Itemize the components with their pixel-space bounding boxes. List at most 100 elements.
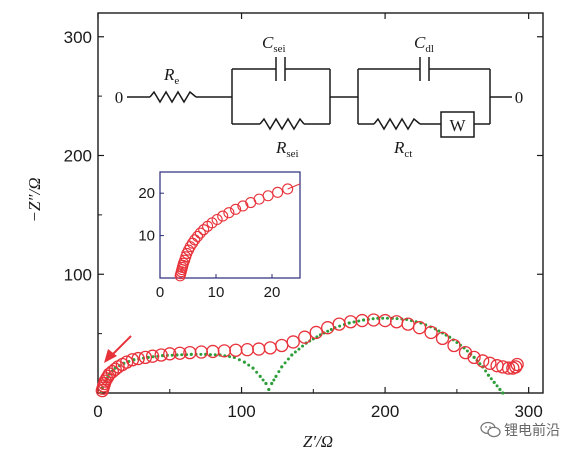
green-dot <box>286 357 290 361</box>
y-tick-label: 200 <box>64 147 92 166</box>
green-dot <box>208 353 212 357</box>
inset-red-point <box>237 200 249 212</box>
inset-red-point <box>189 234 201 246</box>
red-point <box>412 321 427 335</box>
y-tick-label: 300 <box>64 28 92 47</box>
rct-resistor <box>373 117 421 131</box>
green-dot <box>293 350 297 354</box>
red-point <box>424 325 438 340</box>
green-point <box>189 352 193 357</box>
x-tick-label: 300 <box>514 402 542 421</box>
green-dot <box>297 347 301 351</box>
red-point <box>298 330 312 344</box>
red-point <box>496 360 510 374</box>
red-point <box>476 354 490 368</box>
green-point <box>280 365 284 369</box>
rsei-resistor <box>259 117 305 131</box>
inset-x-tick-label: 10 <box>208 284 225 301</box>
red-point <box>154 348 168 362</box>
green-point <box>258 374 262 378</box>
inset-red-point <box>191 230 204 242</box>
green-dot <box>283 361 287 365</box>
red-point <box>510 357 524 372</box>
y-axis-label: −Z″/Ω <box>25 177 44 222</box>
equivalent-circuit <box>127 57 512 138</box>
red-circle-series <box>95 313 524 398</box>
green-point <box>347 321 351 325</box>
inset-red-point <box>272 186 284 198</box>
warburg-label: W <box>449 116 466 135</box>
red-point <box>138 350 153 365</box>
green-dot <box>437 329 441 333</box>
re-label: Re <box>163 65 179 87</box>
green-point <box>242 360 247 364</box>
inset-red-circle-series <box>174 183 301 282</box>
watermark: 锂电前沿 <box>478 420 578 440</box>
re-resistor <box>149 90 197 104</box>
wechat-icon <box>480 421 501 438</box>
green-dot <box>199 352 203 356</box>
green-dot <box>326 329 330 333</box>
green-dot <box>495 384 499 388</box>
green-dot <box>170 353 174 357</box>
red-point <box>131 351 145 366</box>
green-dot <box>301 344 305 348</box>
inset-red-point <box>223 207 235 219</box>
inset-red-point <box>230 203 242 215</box>
inset-x-tick-label: 0 <box>156 284 164 301</box>
green-dot <box>237 358 241 362</box>
red-point <box>378 313 392 328</box>
watermark-text: 锂电前沿 <box>504 423 560 439</box>
green-dot <box>381 316 385 320</box>
green-point <box>492 380 496 384</box>
green-dot <box>489 377 493 381</box>
green-point <box>267 387 271 392</box>
red-point <box>173 346 187 360</box>
rsei-label: Rsei <box>275 138 299 160</box>
red-point <box>275 338 289 353</box>
inset-y-tick-label: 20 <box>138 185 155 202</box>
arrow-annotation <box>104 335 132 363</box>
rct-label: Rct <box>393 138 412 160</box>
red-point <box>467 350 481 365</box>
red-point <box>501 361 516 375</box>
y-tick-label: 100 <box>64 265 92 284</box>
red-point <box>194 345 209 359</box>
green-dot <box>180 353 184 357</box>
green-dot <box>247 363 251 367</box>
red-point <box>101 369 115 384</box>
inset-tick-labels: 0 10 20 10 20 <box>138 185 280 301</box>
green-dot <box>277 370 281 374</box>
green-dot <box>465 349 469 353</box>
green-point <box>486 373 491 377</box>
red-point <box>163 347 177 361</box>
x-tick-label: 200 <box>371 402 399 421</box>
green-point <box>361 318 366 322</box>
green-dot <box>352 320 356 324</box>
red-point <box>206 344 220 359</box>
green-dot <box>151 355 155 359</box>
inset-red-point <box>194 227 206 239</box>
red-point <box>286 335 300 349</box>
green-dot <box>371 317 375 321</box>
circuit-node-right: 0 <box>515 88 524 107</box>
inset-axis-ticks <box>159 192 273 278</box>
green-dot <box>395 317 399 321</box>
green-dot <box>228 355 232 359</box>
green-point <box>498 387 502 392</box>
inset-y-tick-label: 10 <box>138 228 155 245</box>
plot-frame <box>97 12 544 394</box>
red-point <box>145 349 160 363</box>
green-point <box>501 391 505 395</box>
main-axis-ticks <box>97 13 543 393</box>
green-dot <box>455 341 459 345</box>
red-point <box>229 343 243 357</box>
green-point <box>472 355 476 359</box>
x-axis-label: Z′/Ω <box>303 432 333 451</box>
red-point <box>435 331 450 346</box>
green-dotted-series <box>99 316 505 395</box>
red-point <box>252 342 266 356</box>
circuit-labels: 0 0 Re Csei Rsei Cdl Rct W <box>115 33 524 160</box>
inset-trend-line <box>287 183 301 190</box>
